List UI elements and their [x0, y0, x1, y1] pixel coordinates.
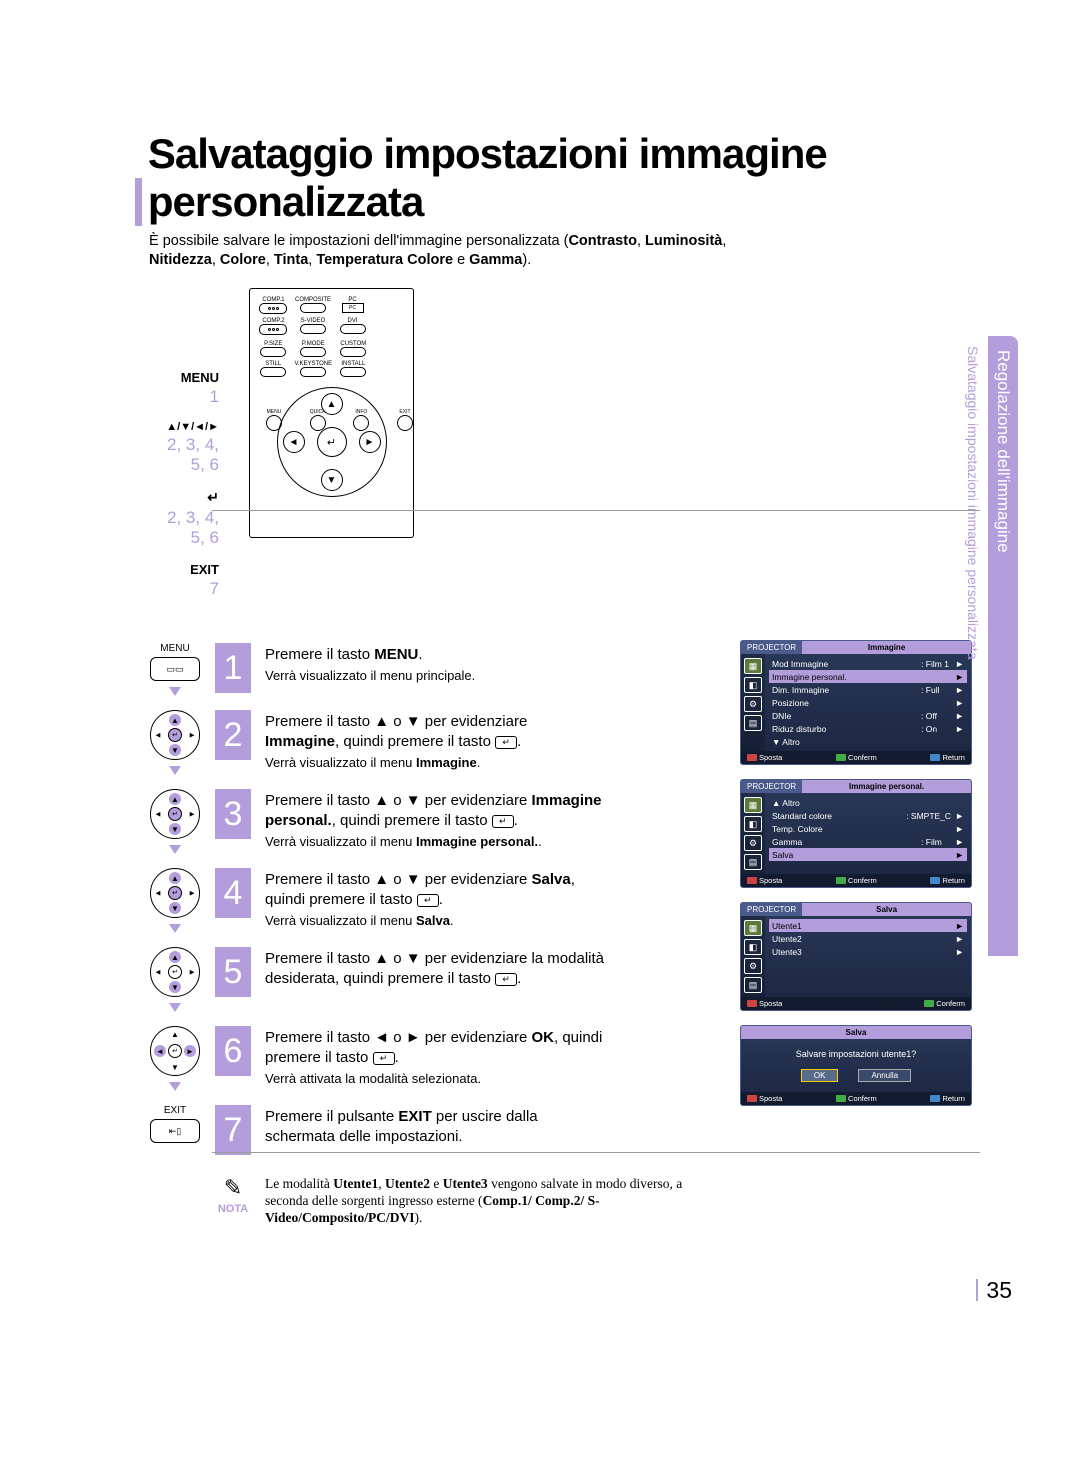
- remote-labels: MENU 1 ▲/▼/◄/► 2, 3, 4, 5, 6 ↵ 2, 3, 4, …: [149, 288, 219, 613]
- osd-previews: PROJECTORImmagine▦◧⚙▤Mod Immagine: Film …: [740, 640, 972, 1120]
- intro-text: È possibile salvare le impostazioni dell…: [149, 232, 980, 270]
- remote-diagram: COMP.1 COMPOSITE PCPC COMP.2 S-VIDEO DVI…: [249, 288, 414, 538]
- page-number: 35: [986, 1277, 1012, 1304]
- title-accent-bar: [135, 178, 142, 226]
- side-tab: Regolazione dell'immagine Salvataggio im…: [988, 336, 1018, 956]
- note-section: ✎ NOTA Le modalità Utente1, Utente2 e Ut…: [149, 1175, 980, 1226]
- page-title: Salvataggio impostazioni immagine person…: [148, 130, 980, 226]
